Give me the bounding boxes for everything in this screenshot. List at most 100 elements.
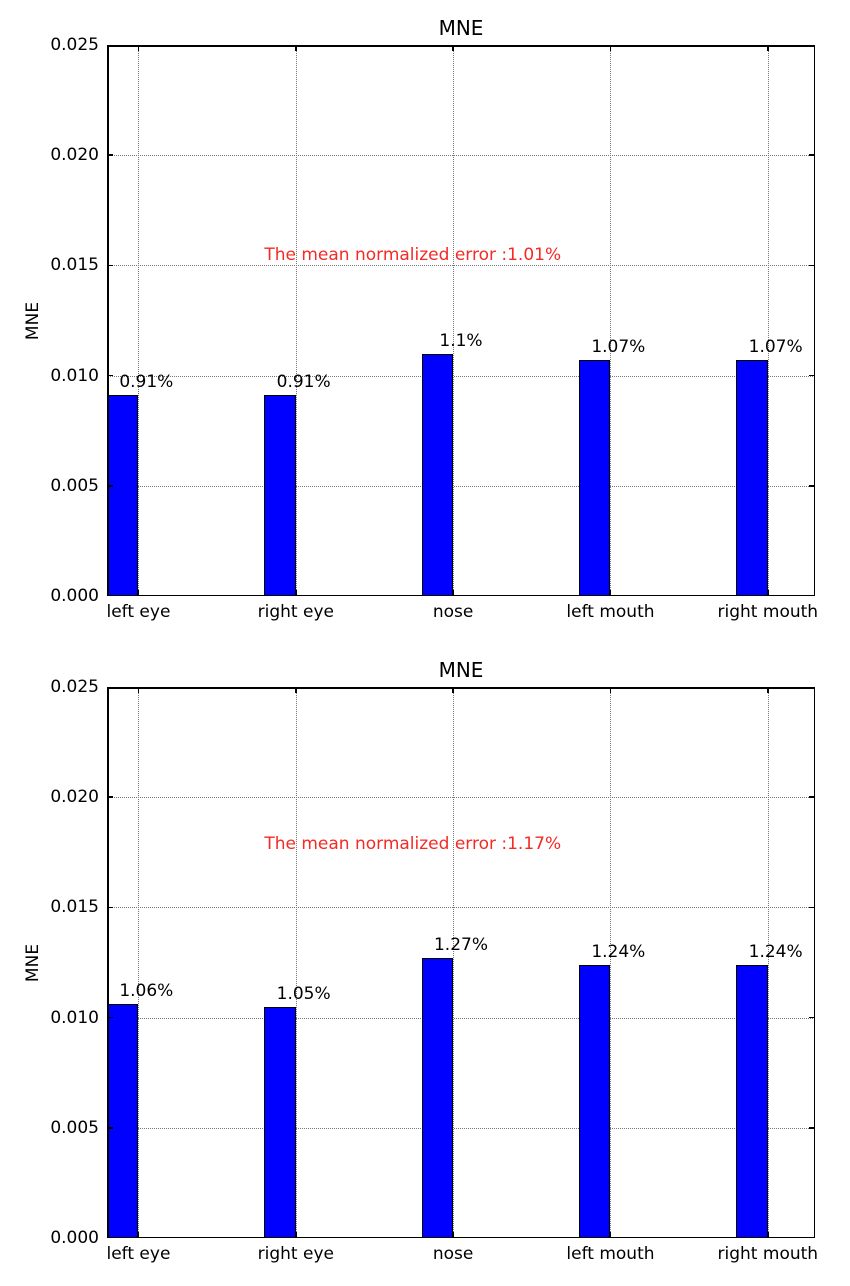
bar-right-mouth — [736, 964, 768, 1238]
y-tick-mark — [809, 1127, 815, 1129]
y-tick-mark — [809, 485, 815, 487]
y-tick-mark — [107, 594, 113, 596]
bar-value-label: 1.07% — [591, 337, 646, 358]
axis-spine-bottom — [107, 1236, 815, 1238]
mean-error-annotation: The mean normalized error :1.17% — [264, 834, 562, 855]
x-tick-label: nose — [432, 602, 474, 622]
y-tick-label: 0.025 — [50, 35, 99, 55]
chart-title: MNE — [438, 658, 484, 682]
x-tick-label: right eye — [257, 602, 334, 622]
x-tick-mark — [452, 590, 454, 596]
bar-right-eye — [264, 1006, 296, 1238]
bar-value-label: 1.06% — [119, 981, 174, 1002]
x-tick-label: right eye — [257, 1244, 334, 1264]
x-tick-mark — [295, 45, 297, 51]
bar-value-label: 1.1% — [439, 330, 483, 351]
plot-area: 1.06% 1.05% 1.27% 1.24% 1.24% The mean normal… — [107, 687, 815, 1238]
y-tick-mark — [809, 374, 815, 377]
y-tick-mark — [107, 906, 113, 909]
y-tick-mark — [809, 796, 815, 798]
x-tick-label: left mouth — [566, 1244, 655, 1264]
bar-value-label: 1.05% — [276, 983, 331, 1004]
y-tick-label: 0.015 — [50, 255, 99, 276]
gridline-horizontal — [107, 907, 815, 909]
x-tick-label: left eye — [106, 1244, 171, 1264]
x-tick-label: right mouth — [717, 1244, 819, 1264]
gridline-vertical — [295, 45, 297, 596]
axis-spine-left — [107, 45, 109, 596]
y-tick-mark — [107, 1236, 113, 1238]
gridline-horizontal — [107, 485, 815, 487]
x-tick-mark — [767, 1232, 769, 1238]
x-tick-mark — [295, 687, 297, 693]
y-tick-mark — [809, 1236, 815, 1238]
x-tick-mark — [452, 1232, 454, 1238]
y-tick-label: 0.005 — [50, 475, 99, 496]
bar-nose — [421, 958, 454, 1238]
bar-nose — [421, 353, 454, 596]
y-tick-mark — [809, 264, 815, 267]
gridline-vertical — [295, 687, 297, 1238]
x-tick-label: left mouth — [566, 602, 655, 622]
x-tick-mark — [609, 687, 612, 693]
x-tick-mark — [452, 687, 454, 693]
bar-left-mouth — [579, 964, 611, 1238]
x-tick-mark — [609, 1232, 612, 1238]
gridline-vertical — [767, 687, 769, 1238]
x-tick-label: nose — [432, 1244, 474, 1264]
gridline-vertical — [453, 45, 455, 596]
axis-spine-bottom — [107, 594, 815, 596]
chart-title: MNE — [438, 16, 484, 40]
x-tick-mark — [767, 687, 769, 693]
plot-area: 0.91% 0.91% 1.1% 1.07% 1.07% The mean normali… — [107, 45, 815, 596]
gridline-horizontal — [107, 797, 815, 799]
gridline-vertical — [610, 687, 612, 1238]
y-tick-mark — [107, 45, 113, 47]
bar-value-label: 0.91% — [276, 372, 331, 393]
y-tick-label: 0.015 — [50, 897, 99, 918]
gridline-horizontal — [107, 375, 815, 377]
x-tick-mark — [295, 1232, 297, 1238]
y-tick-mark — [107, 374, 113, 377]
y-tick-label: 0.005 — [50, 1117, 99, 1138]
y-tick-mark — [107, 1016, 113, 1019]
y-tick-mark — [809, 1016, 815, 1019]
y-tick-mark — [107, 154, 113, 156]
bar-right-mouth — [736, 360, 768, 596]
x-tick-mark — [137, 590, 140, 596]
y-tick-mark — [809, 687, 815, 689]
y-tick-label: 0.010 — [50, 1007, 99, 1028]
y-axis-title: MNE — [23, 943, 43, 982]
bar-left-eye — [107, 1004, 139, 1238]
x-tick-label: right mouth — [717, 602, 819, 622]
y-tick-mark — [809, 906, 815, 909]
gridline-vertical — [138, 687, 140, 1238]
y-tick-label: 0.020 — [50, 145, 99, 166]
axis-spine-right — [813, 45, 815, 596]
bar-left-eye — [107, 395, 139, 596]
bar-value-label: 0.91% — [119, 372, 174, 393]
axis-spine-left — [107, 687, 109, 1238]
axis-spine-top — [107, 45, 815, 47]
y-tick-mark — [809, 154, 815, 156]
x-tick-mark — [295, 590, 297, 596]
y-tick-label: 0.020 — [50, 787, 99, 808]
y-tick-mark — [107, 485, 113, 487]
x-tick-mark — [137, 687, 140, 693]
bar-value-label: 1.24% — [591, 941, 646, 962]
mean-error-annotation: The mean normalized error :1.01% — [264, 245, 562, 266]
y-tick-mark — [107, 264, 113, 267]
y-tick-mark — [107, 1127, 113, 1129]
gridline-vertical — [610, 45, 612, 596]
y-tick-mark — [107, 687, 113, 689]
gridline-horizontal — [107, 1127, 815, 1129]
y-tick-mark — [107, 796, 113, 798]
x-tick-mark — [767, 590, 769, 596]
x-tick-mark — [609, 590, 612, 596]
bar-value-label: 1.24% — [748, 941, 803, 962]
y-tick-mark — [809, 45, 815, 47]
bar-value-label: 1.07% — [748, 337, 803, 358]
gridline-horizontal — [107, 265, 815, 267]
y-tick-label: 0.000 — [50, 1228, 99, 1248]
